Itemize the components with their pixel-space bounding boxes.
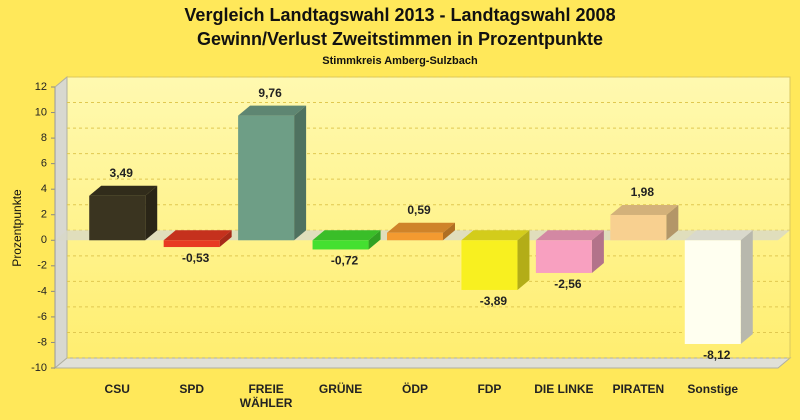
value-label: 9,76 [258, 86, 282, 100]
bar-top [535, 230, 604, 241]
y-tick-label: -6 [37, 311, 47, 323]
x-tick-label: FDP [477, 382, 502, 396]
bar-side [740, 230, 753, 344]
bar [684, 240, 741, 344]
x-tick-label: Sonstige [687, 382, 739, 396]
value-label: -0,72 [331, 254, 359, 268]
x-tick-label: CSU [104, 382, 130, 396]
bar [535, 240, 592, 273]
y-axis-label: Prozentpunkte [10, 189, 24, 267]
y-tick-label: -8 [37, 336, 47, 348]
bar [89, 195, 146, 241]
bar-top [461, 230, 530, 241]
bar [312, 240, 369, 250]
bar-top [610, 204, 679, 215]
chart-note: Stimmkreis Amberg-Sulzbach [322, 55, 478, 67]
bar-side [368, 230, 381, 250]
bar-top [387, 222, 455, 233]
x-tick-label: FREIE WÄHLER [239, 382, 293, 410]
back-wall [66, 76, 791, 359]
bar-side [219, 230, 232, 248]
x-tick-label: SPD [179, 382, 204, 396]
x-tick-label: DIE LINKE [534, 382, 594, 396]
bar-side [145, 185, 158, 241]
bar [387, 232, 443, 241]
bar-top [312, 230, 381, 241]
side-wall [54, 75, 68, 370]
y-tick-label: 10 [35, 106, 47, 118]
y-tick-label: -2 [37, 260, 47, 272]
bar-side [517, 230, 530, 290]
value-label: -8,12 [703, 348, 731, 362]
bar [238, 115, 295, 241]
chart-subtitle: Gewinn/Verlust Zweitstimmen in Prozentpu… [197, 29, 603, 49]
value-label: 3,49 [110, 166, 134, 180]
y-tick-label: 2 [41, 209, 47, 221]
y-tick-label: 8 [41, 132, 47, 144]
value-label: -0,53 [182, 251, 210, 265]
y-tick-label: 4 [41, 183, 47, 195]
value-label: -2,56 [554, 277, 582, 291]
bar-top [163, 230, 232, 241]
value-label: 1,98 [631, 185, 655, 199]
value-label: 0,59 [407, 203, 431, 217]
x-tick-label: ÖDP [401, 382, 428, 396]
y-tick-label: -10 [31, 362, 47, 374]
y-tick-label: 0 [41, 234, 47, 246]
bar [610, 214, 667, 241]
x-tick-label: GRÜNE [318, 382, 363, 396]
bar-side [443, 222, 455, 241]
y-tick-label: -4 [37, 285, 47, 297]
x-tick-label: PIRATEN [612, 382, 665, 396]
bar-top [89, 185, 158, 196]
floor [53, 357, 792, 369]
bar [461, 240, 518, 290]
bar-top [684, 230, 753, 241]
bar-side [294, 105, 307, 241]
value-label: -3,89 [480, 294, 508, 308]
bar [163, 240, 220, 248]
bar-top [238, 105, 307, 116]
y-tick-label: 12 [35, 81, 47, 93]
bar-side [591, 230, 604, 273]
chart-title: Vergleich Landtagswahl 2013 - Landtagswa… [184, 5, 615, 25]
bar-side [666, 204, 679, 241]
y-tick-label: 6 [41, 158, 47, 170]
